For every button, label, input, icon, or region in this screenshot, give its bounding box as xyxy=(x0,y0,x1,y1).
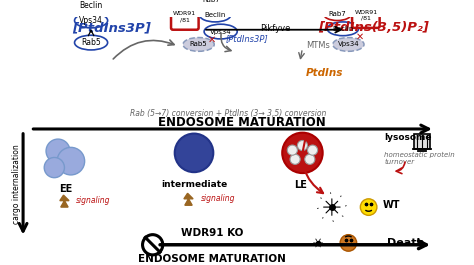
Text: EE: EE xyxy=(59,184,72,194)
Text: homeostatic protein
turnover: homeostatic protein turnover xyxy=(384,152,455,165)
FancyBboxPatch shape xyxy=(171,4,199,30)
Polygon shape xyxy=(184,193,193,205)
Circle shape xyxy=(282,133,323,173)
Text: WDR91 KO: WDR91 KO xyxy=(181,228,244,238)
Ellipse shape xyxy=(204,24,237,39)
Text: LE: LE xyxy=(294,180,307,191)
FancyBboxPatch shape xyxy=(414,135,430,149)
Ellipse shape xyxy=(333,38,364,51)
Text: Rab5: Rab5 xyxy=(81,38,101,47)
Text: Pikfyve: Pikfyve xyxy=(260,24,290,33)
Circle shape xyxy=(340,235,356,251)
Circle shape xyxy=(290,154,300,164)
Ellipse shape xyxy=(183,38,214,51)
Text: Rab7: Rab7 xyxy=(328,11,346,17)
Text: MTMs: MTMs xyxy=(306,41,330,50)
Text: WT: WT xyxy=(383,200,400,210)
Circle shape xyxy=(308,145,318,155)
Text: signaling: signaling xyxy=(76,196,111,205)
Text: ✕: ✕ xyxy=(356,32,364,42)
Text: Vps34: Vps34 xyxy=(210,29,231,34)
Circle shape xyxy=(360,199,377,215)
Text: cargo internalization: cargo internalization xyxy=(12,144,21,224)
Ellipse shape xyxy=(197,0,226,8)
Circle shape xyxy=(305,154,315,164)
Text: Rab7: Rab7 xyxy=(202,0,220,3)
Text: Death: Death xyxy=(387,238,424,248)
FancyBboxPatch shape xyxy=(352,2,380,28)
Text: Beclin: Beclin xyxy=(80,1,103,10)
Circle shape xyxy=(175,134,213,172)
Circle shape xyxy=(297,140,308,151)
Text: Beclin: Beclin xyxy=(204,12,226,18)
Text: [PtdIns3P]: [PtdIns3P] xyxy=(72,21,151,34)
Circle shape xyxy=(143,235,163,255)
Text: Rab5: Rab5 xyxy=(190,41,208,47)
Text: PtdIns: PtdIns xyxy=(306,68,344,78)
Circle shape xyxy=(46,139,70,163)
Text: WDR91
/81: WDR91 /81 xyxy=(354,10,377,20)
Ellipse shape xyxy=(74,0,108,13)
Text: Vps34: Vps34 xyxy=(337,41,359,47)
Text: [PtdIns(3,5)P₂]: [PtdIns(3,5)P₂] xyxy=(318,21,428,34)
Circle shape xyxy=(57,147,85,175)
Text: ENDOSOME MATURATION: ENDOSOME MATURATION xyxy=(158,116,326,129)
Circle shape xyxy=(287,145,297,155)
Ellipse shape xyxy=(324,8,351,20)
Text: lysosome: lysosome xyxy=(384,133,432,142)
Text: WDR91
/81: WDR91 /81 xyxy=(173,11,196,22)
Text: Rab (5→7) conversion + PtdIns (3→ 3,5) conversion: Rab (5→7) conversion + PtdIns (3→ 3,5) c… xyxy=(130,109,326,118)
Text: Vps34: Vps34 xyxy=(79,16,103,25)
Text: intermediate: intermediate xyxy=(161,179,227,188)
Text: ENDOSOME MATURATION: ENDOSOME MATURATION xyxy=(138,254,286,264)
Polygon shape xyxy=(60,195,69,207)
Ellipse shape xyxy=(74,35,108,50)
Ellipse shape xyxy=(74,13,108,28)
Ellipse shape xyxy=(327,22,358,36)
Text: Beclin: Beclin xyxy=(332,26,354,32)
Circle shape xyxy=(44,157,64,178)
Text: signaling: signaling xyxy=(201,194,235,203)
Ellipse shape xyxy=(200,8,231,22)
Text: ✕: ✕ xyxy=(208,35,216,45)
Text: [PtdIns3P]: [PtdIns3P] xyxy=(226,34,269,43)
